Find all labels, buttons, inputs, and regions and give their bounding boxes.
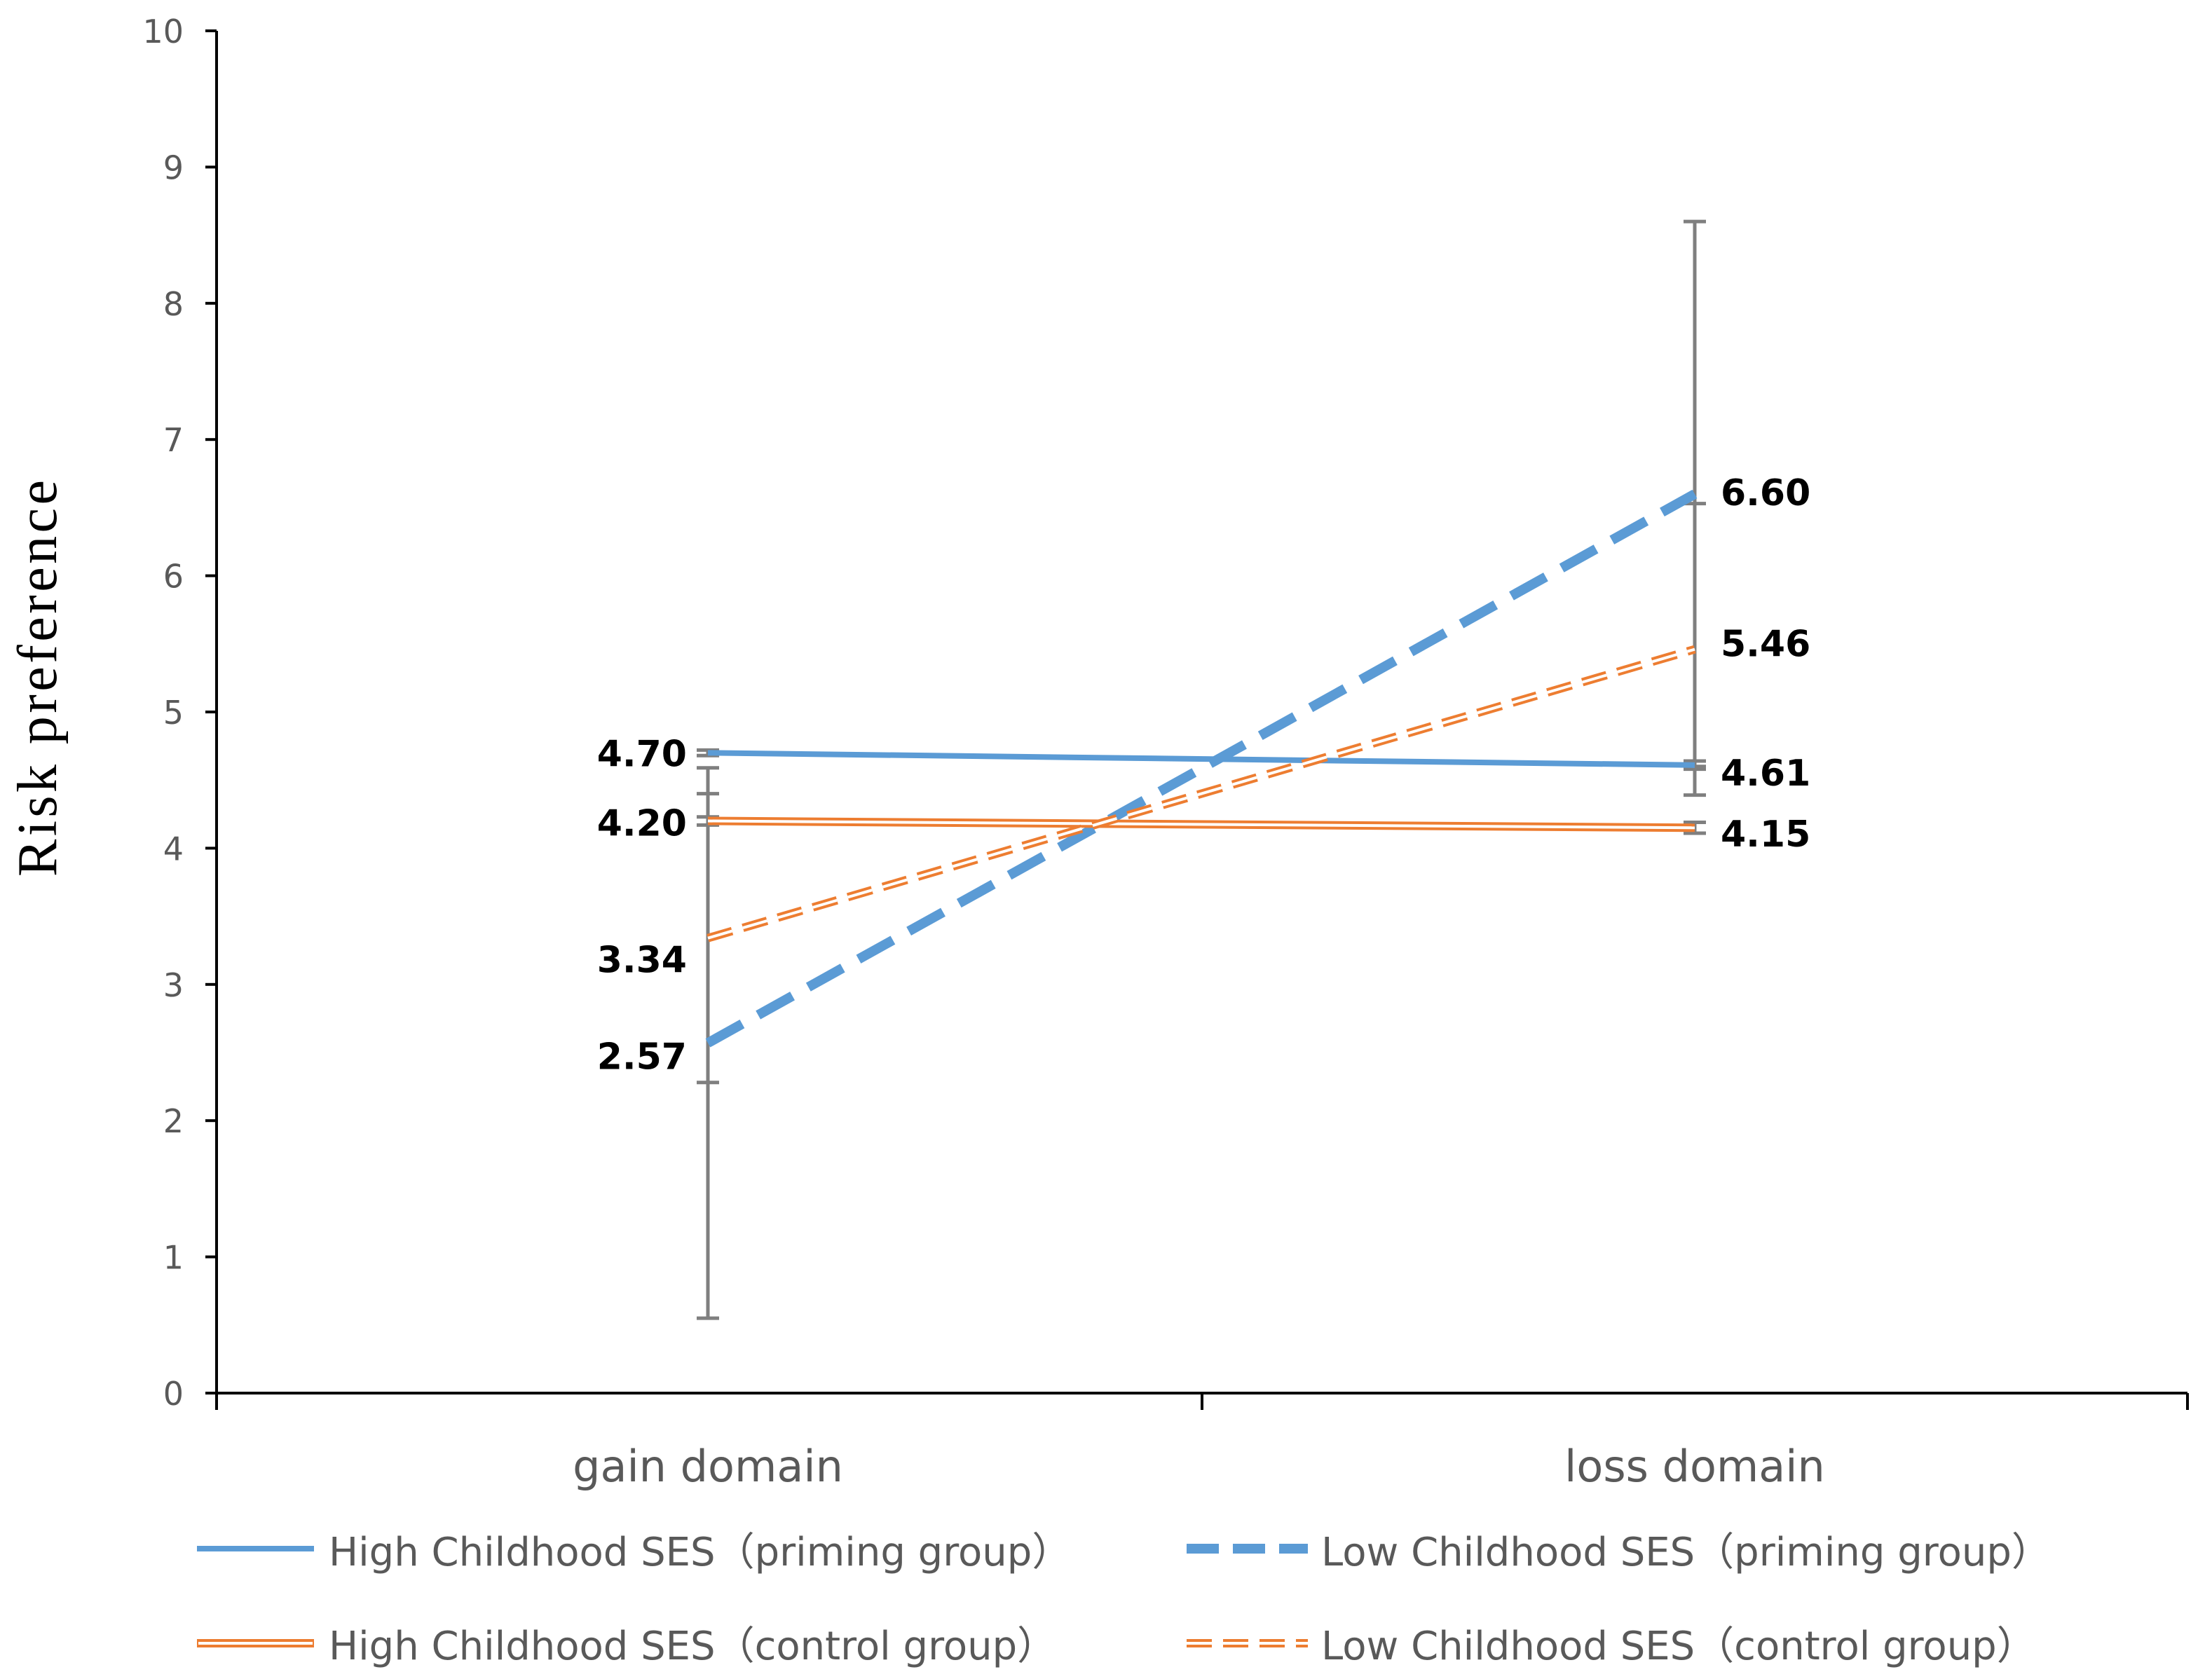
legend-item-high-ses-control: High Childhood SES（control group） xyxy=(197,1624,1056,1669)
y-tick-label: 10 xyxy=(142,13,184,50)
data-label-low-ses-priming-gain: 2.57 xyxy=(597,1036,687,1078)
y-tick-label: 9 xyxy=(163,149,184,186)
series-line-high-ses-control xyxy=(707,816,1695,832)
legend-label: Low Childhood SES（control group） xyxy=(1321,1624,2036,1669)
series-line-low-ses-control xyxy=(706,645,1696,943)
data-label-low-ses-control-loss: 5.46 xyxy=(1721,624,1810,666)
series-line-stroke xyxy=(707,750,1695,768)
legend-item-low-ses-priming: Low Childhood SES（priming group） xyxy=(1187,1530,2051,1575)
series-line-high-ses-priming xyxy=(707,750,1695,768)
y-tick-label: 0 xyxy=(163,1375,184,1413)
data-label-low-ses-control-gain: 3.34 xyxy=(597,940,687,982)
y-tick-label: 7 xyxy=(163,421,184,459)
legend-item-low-ses-control: Low Childhood SES（control group） xyxy=(1187,1624,2036,1669)
series-line-inner-stroke xyxy=(707,647,1695,940)
data-label-high-ses-control-gain: 4.20 xyxy=(597,803,687,845)
y-tick-label: 1 xyxy=(163,1239,184,1277)
legend-item-high-ses-priming: High Childhood SES（priming group） xyxy=(197,1530,1071,1575)
data-label-high-ses-priming-loss: 4.61 xyxy=(1721,753,1810,795)
data-label-high-ses-control-loss: 4.15 xyxy=(1721,814,1810,856)
legend: High Childhood SES（priming group） Low Ch… xyxy=(197,1530,2051,1669)
series-line-low-ses-priming xyxy=(705,489,1698,1048)
y-tick-label: 4 xyxy=(163,830,184,868)
series-line-inner-stroke xyxy=(707,819,1695,830)
data-label-low-ses-priming-loss: 6.60 xyxy=(1721,472,1810,514)
legend-label: High Childhood SES（priming group） xyxy=(329,1530,1071,1575)
x-axis: gain domain loss domain xyxy=(215,1392,2189,1492)
y-axis: 0 1 2 3 4 5 6 7 8 9 10 xyxy=(142,13,218,1413)
x-category-label-gain: gain domain xyxy=(573,1441,843,1492)
error-bars xyxy=(697,219,1706,1320)
y-tick-label: 3 xyxy=(163,966,184,1004)
y-axis-label: Risk preference xyxy=(7,480,69,877)
series-lines xyxy=(705,489,1698,1048)
x-category-label-loss: loss domain xyxy=(1564,1441,1825,1492)
y-tick-label: 6 xyxy=(163,558,184,596)
series-line-stroke xyxy=(705,489,1698,1048)
y-tick-label: 5 xyxy=(163,694,184,732)
data-labels: 4.70 4.61 2.57 6.60 4.20 4.15 3.34 5.46 xyxy=(597,472,1811,1078)
legend-label: High Childhood SES（control group） xyxy=(329,1624,1056,1669)
legend-label: Low Childhood SES（priming group） xyxy=(1321,1530,2051,1575)
data-label-high-ses-priming-gain: 4.70 xyxy=(597,733,687,775)
y-tick-label: 2 xyxy=(163,1102,184,1140)
y-tick-label: 8 xyxy=(163,285,184,323)
